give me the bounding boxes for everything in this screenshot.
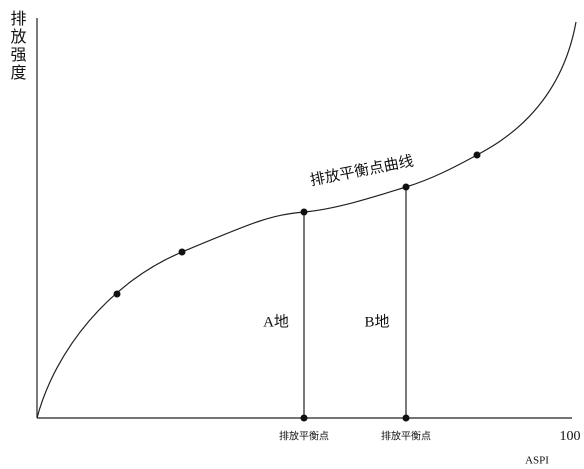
x-axis-label: ASPI — [525, 455, 549, 467]
x-end-label: 100 — [560, 429, 581, 444]
y-axis-label: 排放强度 — [8, 10, 27, 82]
dot — [113, 290, 121, 298]
dot — [473, 151, 481, 159]
dots — [113, 151, 481, 422]
point-label: B地 — [364, 313, 389, 330]
curve-label: 排放平衡点曲线 — [309, 153, 415, 190]
curve — [36, 21, 577, 419]
dot — [402, 183, 410, 191]
dot — [178, 248, 186, 256]
dot — [300, 414, 308, 422]
dot — [300, 208, 308, 216]
point-label: A地 — [263, 313, 289, 330]
tick-label: 排放平衡点 — [381, 429, 431, 442]
tick-label: 排放平衡点 — [279, 429, 329, 442]
dot — [402, 414, 410, 422]
